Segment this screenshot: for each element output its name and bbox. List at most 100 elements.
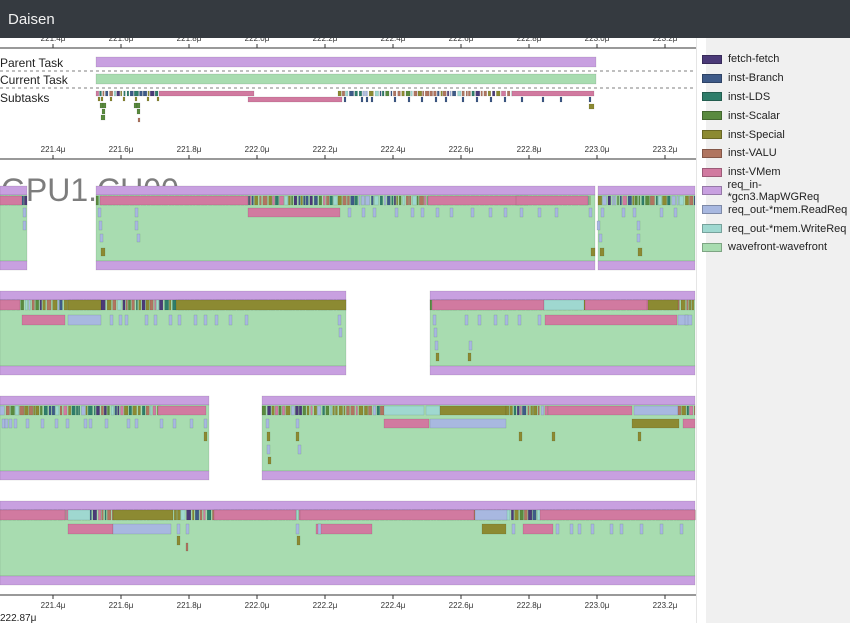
instruction-bar[interactable]: [251, 195, 254, 206]
workgroup-map-bar[interactable]: [95, 260, 596, 271]
instruction-bar[interactable]: [169, 299, 172, 311]
legend-item[interactable]: fetch-fetch: [700, 50, 850, 69]
workgroup-map-bar[interactable]: [95, 185, 596, 196]
instruction-bar[interactable]: [164, 299, 169, 311]
task-bar[interactable]: [427, 195, 529, 206]
instruction-bar[interactable]: [10, 405, 15, 416]
instruction-bar[interactable]: [358, 195, 361, 206]
instruction-bar[interactable]: [325, 405, 330, 416]
instruction-bar[interactable]: [267, 456, 272, 465]
legend-item[interactable]: req_out-*mem.ReadReq: [700, 200, 850, 219]
instruction-bar[interactable]: [590, 247, 596, 257]
instruction-bar[interactable]: [619, 195, 622, 206]
subtask-bar[interactable]: [158, 90, 255, 97]
instruction-bar[interactable]: [540, 405, 545, 416]
instruction-bar[interactable]: [87, 405, 93, 416]
instruction-bar[interactable]: [298, 195, 301, 206]
instruction-bar[interactable]: [249, 195, 252, 206]
instruction-bar[interactable]: [627, 195, 632, 206]
instruction-bar[interactable]: [602, 195, 607, 206]
instruction-bar[interactable]: [132, 405, 137, 416]
instruction-bar[interactable]: [659, 523, 664, 535]
workgroup-map-bar[interactable]: [429, 365, 696, 376]
instruction-bar[interactable]: [295, 431, 300, 442]
instruction-bar[interactable]: [268, 195, 273, 206]
instruction-bar[interactable]: [527, 509, 533, 521]
instruction-bar[interactable]: [372, 207, 377, 218]
instruction-bar[interactable]: [360, 195, 365, 206]
wavefront-bar[interactable]: [0, 509, 696, 577]
instruction-bar[interactable]: [101, 405, 104, 416]
instruction-bar[interactable]: [112, 299, 117, 311]
instruction-bar[interactable]: [622, 195, 628, 206]
subtask-bar[interactable]: [149, 90, 155, 97]
instruction-bar[interactable]: [298, 405, 303, 416]
instruction-bar[interactable]: [412, 195, 417, 206]
instruction-bar[interactable]: [468, 340, 473, 351]
instruction-bar[interactable]: [464, 314, 469, 326]
instruction-bar[interactable]: [128, 299, 131, 311]
instruction-bar[interactable]: [261, 405, 266, 416]
instruction-bar[interactable]: [114, 405, 117, 416]
task-bar[interactable]: [544, 314, 678, 326]
instruction-bar[interactable]: [152, 405, 157, 416]
instruction-bar[interactable]: [537, 405, 540, 416]
instruction-bar[interactable]: [180, 509, 186, 521]
instruction-bar[interactable]: [533, 405, 538, 416]
subtask-bar[interactable]: [102, 90, 105, 97]
instruction-bar[interactable]: [519, 509, 524, 521]
subtask-bar[interactable]: [405, 90, 411, 97]
instruction-bar[interactable]: [636, 220, 641, 231]
instruction-bar[interactable]: [28, 299, 31, 311]
instruction-bar[interactable]: [475, 96, 479, 103]
instruction-bar[interactable]: [124, 314, 129, 326]
instruction-bar[interactable]: [244, 314, 249, 326]
task-bar[interactable]: [0, 299, 21, 311]
subtask-bar[interactable]: [475, 90, 481, 97]
instruction-bar[interactable]: [679, 195, 684, 206]
task-bar[interactable]: [67, 314, 102, 326]
subtask-bar[interactable]: [401, 90, 405, 97]
task-bar[interactable]: [213, 509, 297, 521]
workgroup-map-bar[interactable]: [0, 185, 28, 196]
subtask-bar[interactable]: [507, 90, 511, 97]
instruction-bar[interactable]: [285, 405, 291, 416]
instruction-bar[interactable]: [136, 233, 141, 243]
instruction-bar[interactable]: [172, 418, 177, 429]
instruction-bar[interactable]: [296, 509, 299, 521]
instruction-bar[interactable]: [68, 405, 72, 416]
instruction-bar[interactable]: [159, 418, 164, 429]
wavefront-bar[interactable]: [0, 194, 28, 262]
timeline-area[interactable]: 221.4μ 221.6μ 221.8μ 222.0μ 222.2μ 222.4μ 222.…: [0, 38, 706, 623]
task-bar[interactable]: [175, 299, 347, 311]
instruction-bar[interactable]: [609, 523, 614, 535]
instruction-bar[interactable]: [117, 405, 120, 416]
instruction-bar[interactable]: [0, 405, 5, 416]
subtask-bar[interactable]: [440, 90, 443, 97]
subtask-bar[interactable]: [397, 90, 401, 97]
instruction-bar[interactable]: [134, 418, 139, 429]
instruction-bar[interactable]: [405, 195, 409, 206]
instruction-bar[interactable]: [99, 233, 104, 243]
current-task-bar[interactable]: [95, 73, 597, 85]
instruction-bar[interactable]: [81, 405, 86, 416]
instruction-bar[interactable]: [93, 405, 96, 416]
instruction-bar[interactable]: [393, 195, 396, 206]
instruction-bar[interactable]: [590, 523, 595, 535]
instruction-bar[interactable]: [39, 299, 42, 311]
instruction-bar[interactable]: [134, 207, 139, 218]
instruction-bar[interactable]: [104, 509, 107, 521]
instruction-bar[interactable]: [306, 405, 310, 416]
instruction-bar[interactable]: [637, 247, 643, 257]
instruction-bar[interactable]: [662, 195, 667, 206]
instruction-bar[interactable]: [48, 405, 52, 416]
instruction-bar[interactable]: [337, 195, 342, 206]
subtask-bar[interactable]: [354, 90, 358, 97]
instruction-bar[interactable]: [85, 405, 88, 416]
legend-item[interactable]: inst-LDS: [700, 88, 850, 107]
instruction-bar[interactable]: [435, 352, 440, 362]
instruction-bar[interactable]: [101, 509, 104, 521]
instruction-bar[interactable]: [686, 405, 689, 416]
instruction-bar[interactable]: [516, 405, 520, 416]
instruction-bar[interactable]: [658, 195, 662, 206]
